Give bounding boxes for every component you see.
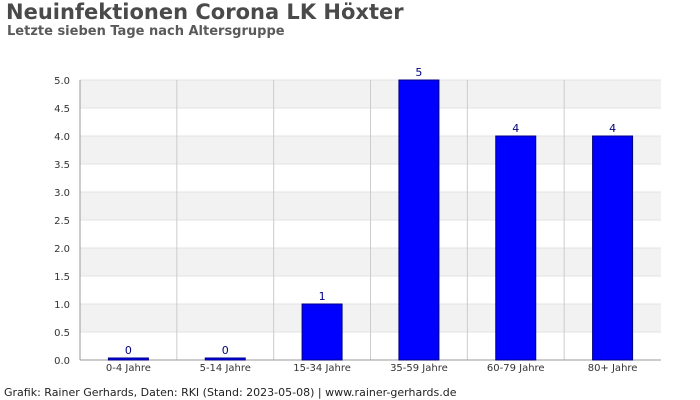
source-credit: Grafik: Rainer Gerhards, Daten: RKI (Sta… bbox=[4, 386, 457, 399]
bar bbox=[204, 357, 246, 361]
y-tick-label: 5.0 bbox=[54, 76, 70, 87]
bar bbox=[107, 357, 149, 361]
y-tick-label: 2.0 bbox=[54, 244, 70, 255]
x-tick-label: 5-14 Jahre bbox=[200, 363, 251, 374]
y-tick-label: 4.0 bbox=[54, 132, 70, 143]
chart-subtitle: Letzte sieben Tage nach Altersgruppe bbox=[7, 24, 285, 39]
bar bbox=[592, 135, 634, 361]
x-tick-label: 60-79 Jahre bbox=[487, 363, 545, 374]
data-label: 4 bbox=[609, 122, 616, 135]
y-tick-label: 1.0 bbox=[54, 300, 70, 311]
y-tick-label: 0.0 bbox=[54, 356, 70, 367]
data-label: 1 bbox=[319, 290, 326, 303]
x-tick-label: 15-34 Jahre bbox=[293, 363, 351, 374]
data-label: 0 bbox=[222, 344, 229, 357]
chart-title: Neuinfektionen Corona LK Höxter bbox=[6, 0, 404, 24]
y-tick-label: 3.5 bbox=[54, 160, 70, 171]
y-tick-label: 0.5 bbox=[54, 328, 70, 339]
x-tick-label: 80+ Jahre bbox=[588, 363, 638, 374]
y-tick-label: 1.5 bbox=[54, 272, 70, 283]
x-tick-label: 0-4 Jahre bbox=[106, 363, 151, 374]
data-label: 4 bbox=[512, 122, 519, 135]
y-tick-label: 3.0 bbox=[54, 188, 70, 199]
y-tick-label: 4.5 bbox=[54, 104, 70, 115]
x-tick-label: 35-59 Jahre bbox=[390, 363, 448, 374]
data-label: 0 bbox=[125, 344, 132, 357]
y-tick-label: 2.5 bbox=[54, 216, 70, 227]
bar bbox=[398, 79, 440, 361]
bar bbox=[301, 303, 343, 361]
bar bbox=[495, 135, 537, 361]
data-label: 5 bbox=[415, 66, 422, 79]
